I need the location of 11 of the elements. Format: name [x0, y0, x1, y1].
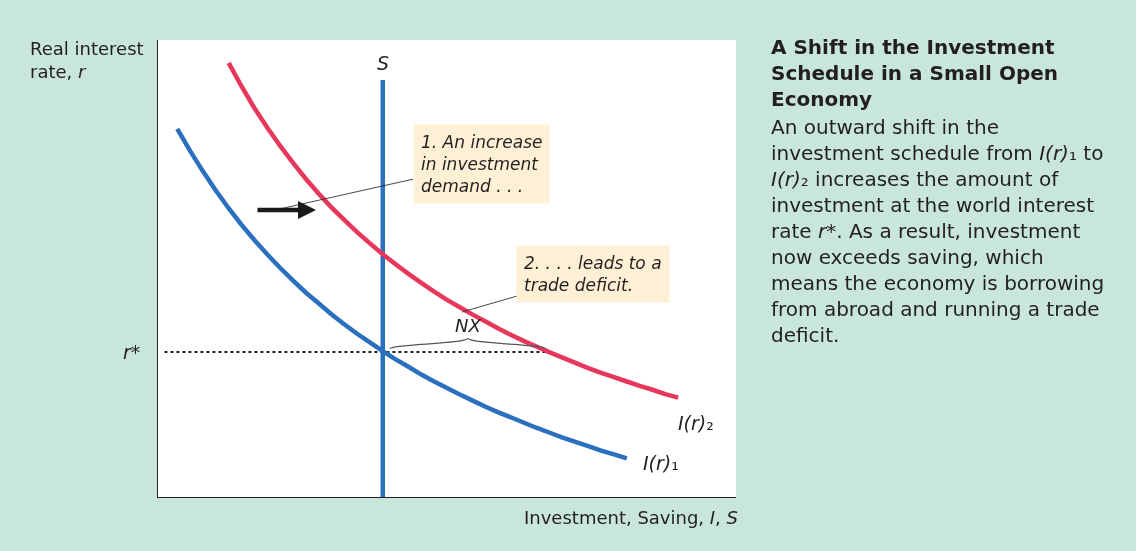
text: An outward shift in the investment schedule from I(r)₁ to I(r)₂ increases the amount of investment at the world interest rate r*. As a result, investment now exceeds saving, which means the economy is borrowing from abroad and running a trade deficit. [771, 115, 1105, 347]
annotation: S [377, 52, 390, 74]
x-axis-title: Investment, Saving, I, S [524, 507, 738, 528]
text: A Shift in the Investment Schedule in a Small Open Economy [771, 35, 1059, 111]
ref-line-label: r* [123, 341, 141, 363]
annotation: 2. . . . leads to a trade deficit. [524, 253, 662, 296]
series-label: I(r)₁ [643, 452, 679, 474]
series-label: I(r)₂ [678, 412, 714, 434]
y-axis-title: Real interest rate, r [30, 38, 144, 83]
annotation: NX [455, 315, 482, 336]
annotation: 1. An increase in investment demand . . . [421, 132, 543, 197]
